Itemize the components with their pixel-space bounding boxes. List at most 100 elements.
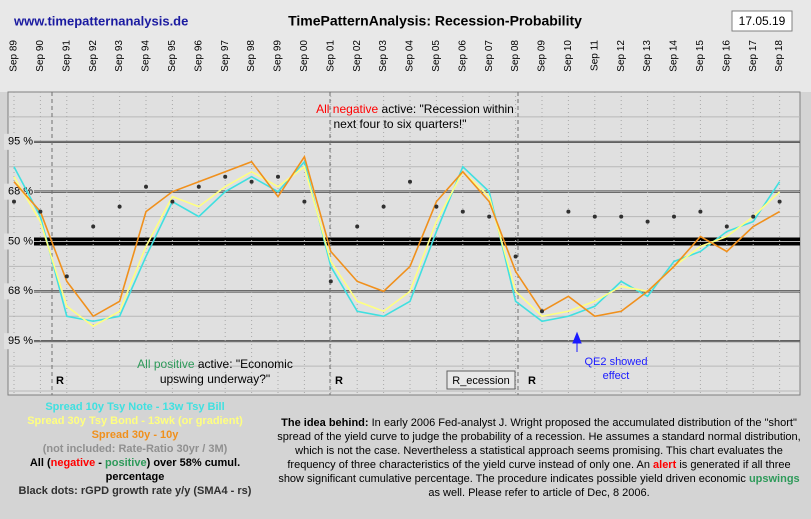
note-rest: active: "Economic: [195, 357, 293, 371]
legend-dots: Black dots: rGPD growth rate y/y (SMA4 -…: [4, 484, 266, 498]
series-dot: [724, 224, 729, 229]
legend-series: Spread 10y Tsy Note - 13w Tsy Bill Spread…: [4, 400, 266, 442]
series-dot: [117, 204, 122, 209]
note-lead: All negative: [316, 102, 378, 116]
header-bg: [0, 0, 811, 92]
series-dot: [698, 209, 703, 214]
x-tick-label: Sep 95: [167, 40, 178, 72]
legend-entry: Spread 10y Tsy Note - 13w Tsy Bill: [45, 401, 225, 413]
series-line: [13, 154, 780, 318]
tick-bg: [4, 333, 34, 350]
x-tick-label: Sep 13: [642, 40, 653, 72]
series-dot: [355, 224, 360, 229]
x-tick-label: Sep 17: [748, 40, 759, 72]
y-tick-label: 95 %: [8, 335, 33, 347]
recession-label: R: [335, 375, 343, 387]
explanation: The idea behind: In early 2006 Fed-analy…: [274, 416, 804, 500]
x-tick-label: Sep 09: [537, 40, 548, 72]
series-dot: [487, 214, 492, 219]
date: 17.05.19: [739, 14, 786, 28]
series-dot: [91, 224, 96, 229]
x-tick-label: Sep 08: [510, 40, 521, 72]
tick-bg: [4, 233, 34, 250]
chart-title: TimePatternAnalysis: Recession-Probabili…: [288, 13, 582, 29]
x-tick-label: Sep 10: [563, 40, 574, 72]
series-line: [13, 160, 781, 323]
series-dot: [12, 199, 16, 204]
series-dot: [196, 184, 201, 189]
explanation-part: alert: [653, 459, 677, 471]
x-tick-label: Sep 90: [35, 40, 46, 72]
qe2-arrow: [572, 331, 582, 352]
legend-note: (not included: Rate-Ratio 30yr / 3M): [42, 443, 228, 455]
txt: positive: [105, 457, 147, 469]
txt: -: [95, 457, 106, 469]
x-tick-label: Sep 02: [352, 40, 363, 72]
site: www.timepatternanalysis.de: [13, 13, 188, 28]
x-tick-label: Sep 91: [61, 40, 72, 72]
date-box: [731, 10, 793, 32]
note-lead: All positive: [137, 357, 195, 371]
series-dot: [144, 184, 148, 189]
note-negative: All negative active: "Recession within: [316, 102, 514, 116]
note-negative-2: next four to six quarters!": [334, 117, 467, 131]
x-tick-label: Sep 14: [669, 40, 680, 72]
recession-label: R: [528, 375, 536, 387]
tick-bg: [4, 283, 34, 300]
qe2-note: QE2 showed: [585, 356, 648, 368]
recession-label: R_ecession: [452, 375, 509, 387]
series-dot: [777, 199, 782, 204]
note-rest: active: "Recession within: [378, 102, 514, 116]
series-dot: [592, 214, 597, 219]
txt: All (: [29, 457, 51, 469]
legend-entry: Black dots: rGPD growth rate y/y (SMA4 -…: [18, 485, 252, 497]
series-dot: [302, 199, 307, 204]
x-tick-label: Sep 05: [431, 40, 442, 72]
series-dot: [672, 214, 676, 219]
legend-entry: Spread 30y Tsy Bond - 13wk (or gradient): [27, 415, 243, 427]
series-dot: [434, 204, 439, 209]
y-tick-label: 50 %: [8, 235, 33, 247]
series-dot: [460, 209, 465, 214]
legend-entry: Spread 30y - 10y: [91, 429, 179, 441]
recession-box: [446, 370, 516, 390]
explanation-part: upswings: [748, 473, 800, 485]
note-positive-2: upswing underway?": [160, 372, 270, 386]
series-dot: [381, 204, 386, 209]
x-tick-label: Sep 06: [457, 40, 468, 72]
legend-all: All (negative - positive) over 58% cumul…: [4, 456, 266, 484]
x-tick-label: Sep 12: [616, 40, 627, 72]
series-dot: [249, 179, 254, 184]
x-tick-label: Sep 16: [721, 40, 732, 72]
note-positive: All positive active: "Economic: [137, 357, 293, 371]
x-tick-label: Sep 93: [114, 40, 125, 72]
x-tick-label: Sep 00: [299, 40, 310, 72]
series-dot: [223, 174, 228, 179]
tick-bg: [4, 133, 34, 150]
qe2-note: effect: [603, 370, 630, 382]
x-tick-label: Sep 98: [246, 40, 257, 72]
x-tick-label: Sep 94: [141, 40, 152, 72]
series-dot: [38, 209, 43, 214]
x-tick-label: Sep 15: [695, 40, 706, 72]
x-tick-label: Sep 99: [273, 40, 284, 72]
explanation-part: is generated if all three show significa…: [278, 459, 791, 485]
y-tick-label: 95 %: [8, 136, 33, 148]
x-tick-label: Sep 18: [774, 40, 785, 72]
x-tick-label: Sep 11: [589, 40, 600, 71]
y-tick-label: 68 %: [8, 186, 33, 198]
x-tick-label: Sep 04: [405, 40, 416, 72]
x-tick-label: Sep 07: [484, 40, 495, 72]
y-tick-label: 68 %: [8, 285, 33, 297]
legend: Spread 10y Tsy Note - 13w Tsy Bill Spread…: [4, 400, 266, 498]
txt: negative: [50, 457, 96, 469]
x-tick-label: Sep 03: [378, 40, 389, 72]
series-dot: [64, 274, 69, 279]
explanation-part: The idea behind:: [281, 417, 369, 429]
explanation-part: In early 2006 Fed-analyst J. Wright prop…: [277, 417, 801, 471]
explanation-part: as well. Please refer to article of Dec,…: [428, 487, 650, 499]
x-tick-label: Sep 01: [325, 40, 336, 72]
x-tick-label: Sep 96: [193, 40, 204, 72]
series-dot: [566, 209, 571, 214]
